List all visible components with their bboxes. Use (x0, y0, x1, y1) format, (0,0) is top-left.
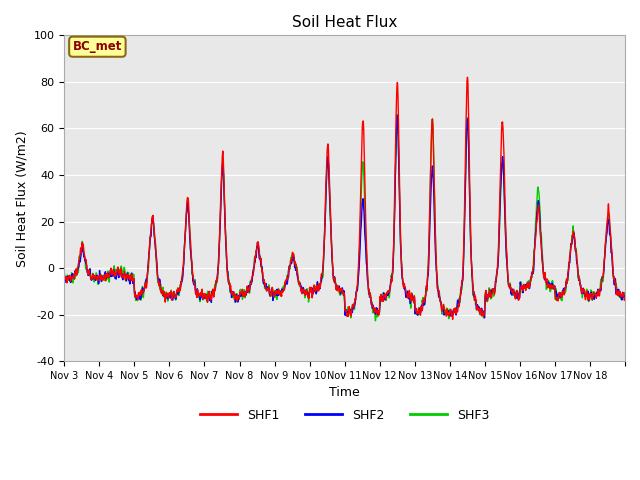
SHF1 (614, 290, 621, 296)
SHF1 (514, 289, 522, 295)
SHF3 (514, 292, 522, 298)
SHF2 (393, 112, 401, 118)
SHF3 (60, 269, 68, 275)
X-axis label: Time: Time (329, 386, 360, 399)
Title: Soil Heat Flux: Soil Heat Flux (292, 15, 397, 30)
SHF2 (514, 290, 522, 296)
SHF2 (116, 268, 124, 274)
Text: BC_met: BC_met (73, 40, 122, 53)
Line: SHF3: SHF3 (64, 115, 625, 321)
SHF1 (463, 74, 471, 80)
Line: SHF2: SHF2 (64, 115, 625, 318)
SHF2 (546, 280, 554, 286)
Line: SHF1: SHF1 (64, 77, 625, 319)
SHF2 (621, 294, 629, 300)
SHF3 (394, 112, 401, 118)
SHF3 (546, 283, 554, 289)
SHF3 (379, 297, 387, 302)
SHF2 (614, 290, 621, 296)
SHF1 (378, 298, 386, 303)
SHF1 (116, 269, 124, 275)
SHF3 (237, 293, 245, 299)
Y-axis label: Soil Heat Flux (W/m2): Soil Heat Flux (W/m2) (15, 130, 28, 266)
SHF2 (481, 315, 488, 321)
SHF1 (546, 285, 554, 291)
SHF1 (449, 316, 456, 322)
SHF3 (372, 318, 380, 324)
SHF1 (237, 290, 245, 296)
SHF3 (621, 289, 629, 295)
SHF2 (237, 293, 245, 299)
SHF1 (60, 272, 68, 278)
SHF2 (60, 276, 68, 282)
SHF3 (116, 267, 124, 273)
Legend: SHF1, SHF2, SHF3: SHF1, SHF2, SHF3 (195, 404, 495, 427)
SHF1 (621, 296, 629, 302)
SHF3 (614, 291, 621, 297)
SHF2 (378, 294, 386, 300)
